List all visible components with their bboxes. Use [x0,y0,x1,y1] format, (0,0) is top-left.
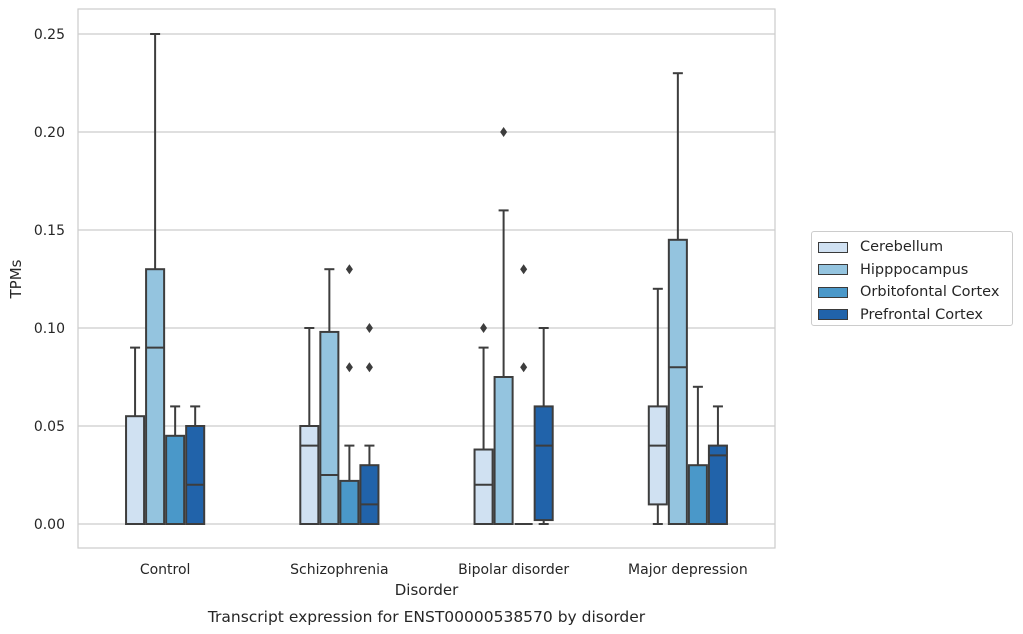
legend-swatch [818,264,848,276]
y-tick-label: 0.00 [34,517,65,533]
box-iqr [125,415,146,526]
outlier-point [520,362,528,373]
box-iqr [687,464,708,526]
legend-swatch [818,286,848,298]
box-iqr [707,444,728,526]
box-0-3 [647,287,668,525]
box-iqr [493,376,514,525]
outlier-point [520,264,528,275]
box-2-1 [339,264,360,526]
outlier-point [365,323,373,333]
x-tick-label: Bipolar disorder [458,562,569,578]
boxes [125,33,728,526]
y-tick-label: 0.25 [34,27,65,43]
legend-item: Prefrontal Cortex [818,304,1012,327]
box-iqr [299,425,320,525]
box-0-2 [473,323,494,525]
legend-item: Orbitofontal Cortex [818,281,1012,304]
box-iqr [359,464,380,526]
x-tick-label: Schizophrenia [290,562,388,578]
y-tick-label: 0.05 [34,419,65,435]
box-2-0 [165,405,186,525]
legend-swatch [818,241,848,253]
x-axis-label: Disorder [395,581,459,599]
legend-item: Cerebellum [818,236,1012,259]
box-0-0 [125,346,146,526]
box-2-3 [687,385,708,526]
outlier-point [345,264,353,275]
legend-item: Hipppocampus [818,259,1012,282]
x-tick-label: Major depression [628,562,748,578]
box-1-3 [667,72,688,526]
y-axis-ticks: 0.00 0.05 0.10 0.15 0.20 0.25 [34,27,65,533]
y-tick-label: 0.15 [34,223,65,239]
outlier-point [480,323,488,333]
box-0-1 [299,327,320,525]
box-3-0 [185,405,206,525]
box-iqr [473,448,494,525]
box-iqr [533,405,554,522]
legend: Cerebellum Hipppocampus Orbitofontal Corte… [811,231,1013,326]
x-axis-ticks: Control Schizophrenia Bipolar disorder Majo… [140,562,748,578]
legend-label: Orbitofontal Cortex [860,284,1000,301]
legend-swatch [818,309,848,321]
box-3-2 [533,327,554,525]
box-iqr [165,434,186,525]
box-1-2 [493,127,514,525]
box-iqr [145,268,166,526]
y-tick-label: 0.10 [34,321,65,337]
outlier-point [365,362,373,373]
box-iqr [667,238,688,526]
outlier-point [500,127,508,137]
box-1-1 [319,268,340,526]
box-iqr [319,330,340,526]
box-iqr [647,405,668,506]
legend-label: Hipppocampus [860,261,969,278]
box-2-2 [514,264,533,525]
box-iqr [185,425,206,525]
x-tick-label: Control [140,562,191,578]
outlier-point [345,362,353,373]
box-3-1 [359,323,380,526]
box-1-0 [145,33,166,526]
box-3-3 [707,405,728,526]
y-axis-label: TPMs [7,259,25,299]
box-iqr [339,479,360,526]
legend-label: Prefrontal Cortex [860,306,983,323]
legend-label: Cerebellum [860,239,944,256]
y-tick-label: 0.20 [34,125,65,141]
chart-title: Transcript expression for ENST0000053857… [207,608,646,626]
